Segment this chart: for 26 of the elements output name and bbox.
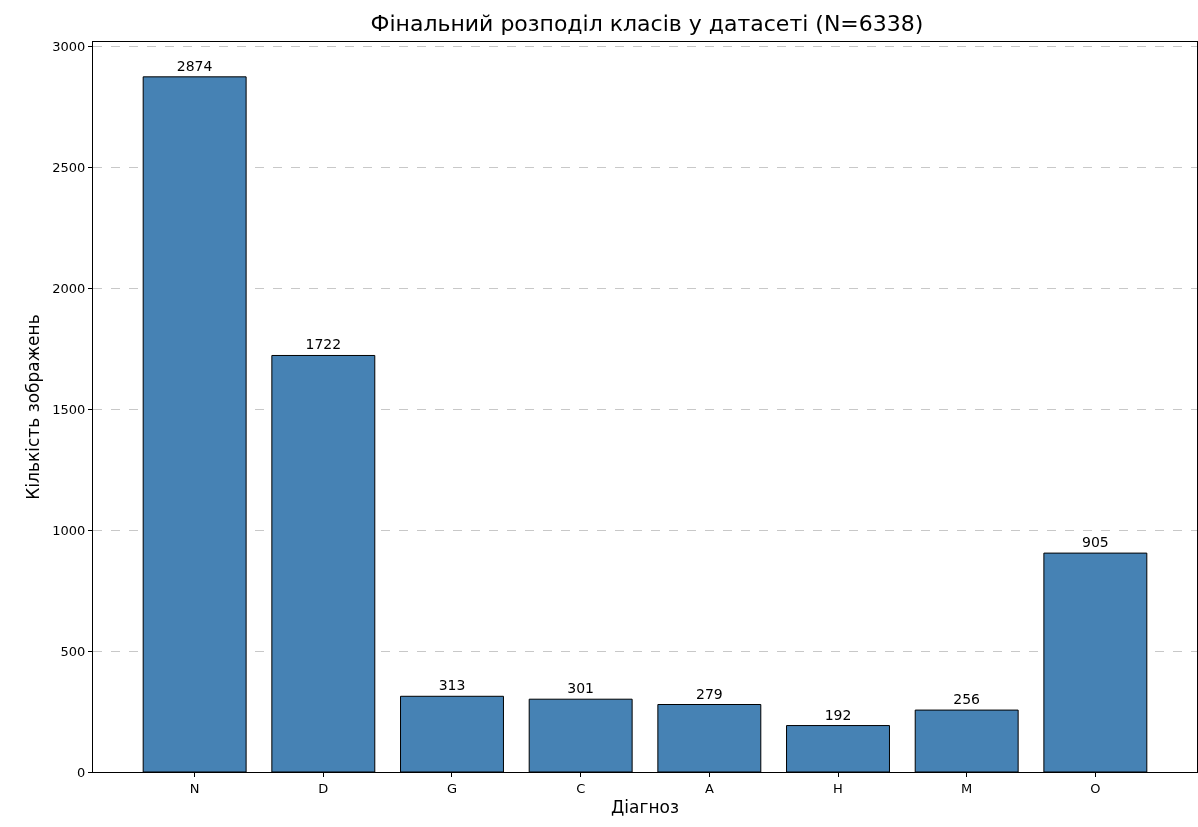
x-tick-label: A	[704, 780, 714, 796]
data-label: 256	[953, 691, 981, 708]
y-tick-label: 1500	[52, 401, 86, 417]
x-tick-label: O	[1090, 780, 1101, 796]
y-tick-label: 0	[77, 764, 86, 780]
data-label: 313	[438, 677, 466, 694]
data-label: 905	[1081, 534, 1109, 551]
y-tick-label: 2500	[52, 159, 86, 175]
data-label: 279	[695, 685, 723, 702]
y-tick-label: 500	[60, 643, 86, 659]
x-tick-label: H	[833, 780, 843, 796]
x-tick-label: C	[576, 780, 586, 796]
data-label: 301	[567, 680, 595, 697]
x-axis-title: Діагноз	[611, 797, 679, 817]
x-tick-label: M	[961, 780, 973, 796]
data-label: 192	[824, 706, 852, 723]
y-tick-label: 2000	[52, 280, 86, 296]
data-label: 1722	[305, 336, 342, 353]
data-label: 2874	[176, 57, 213, 74]
x-tick-label: D	[318, 780, 329, 796]
y-tick-label: 3000	[52, 38, 86, 54]
x-tick-label: N	[189, 780, 200, 796]
y-tick-label: 1000	[52, 522, 86, 538]
chart-title: Фінальний розподіл класів у датасеті (N=6338)	[370, 10, 924, 36]
y-axis-title: Кількість зображень	[22, 314, 43, 500]
x-tick-label: G	[446, 780, 458, 796]
